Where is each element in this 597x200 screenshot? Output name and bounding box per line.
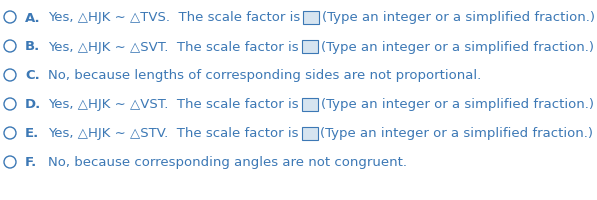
Text: Yes, △HJK ∼ △STV.  The scale factor is: Yes, △HJK ∼ △STV. The scale factor is [48, 127, 298, 140]
Text: C.: C. [25, 69, 40, 82]
Text: Yes, △HJK ∼ △VST.  The scale factor is: Yes, △HJK ∼ △VST. The scale factor is [48, 98, 298, 111]
Text: (Type an integer or a simplified fraction.): (Type an integer or a simplified fractio… [321, 40, 593, 53]
Text: No, because lengths of corresponding sides are not proportional.: No, because lengths of corresponding sid… [48, 69, 481, 82]
Text: E.: E. [25, 127, 39, 140]
Text: Yes, △HJK ∼ △SVT.  The scale factor is: Yes, △HJK ∼ △SVT. The scale factor is [48, 40, 298, 53]
Text: F.: F. [25, 156, 37, 169]
Text: No, because corresponding angles are not congruent.: No, because corresponding angles are not… [48, 156, 407, 169]
Text: Yes, △HJK ∼ △TVS.  The scale factor is: Yes, △HJK ∼ △TVS. The scale factor is [48, 11, 300, 24]
Text: (Type an integer or a simplified fraction.): (Type an integer or a simplified fractio… [321, 127, 593, 140]
Text: (Type an integer or a simplified fraction.): (Type an integer or a simplified fractio… [321, 98, 593, 111]
FancyBboxPatch shape [301, 127, 318, 140]
Text: B.: B. [25, 40, 40, 53]
Text: D.: D. [25, 98, 41, 111]
FancyBboxPatch shape [301, 98, 318, 111]
FancyBboxPatch shape [303, 11, 319, 24]
FancyBboxPatch shape [301, 40, 318, 53]
Text: (Type an integer or a simplified fraction.): (Type an integer or a simplified fractio… [322, 11, 595, 24]
Text: A.: A. [25, 11, 41, 24]
